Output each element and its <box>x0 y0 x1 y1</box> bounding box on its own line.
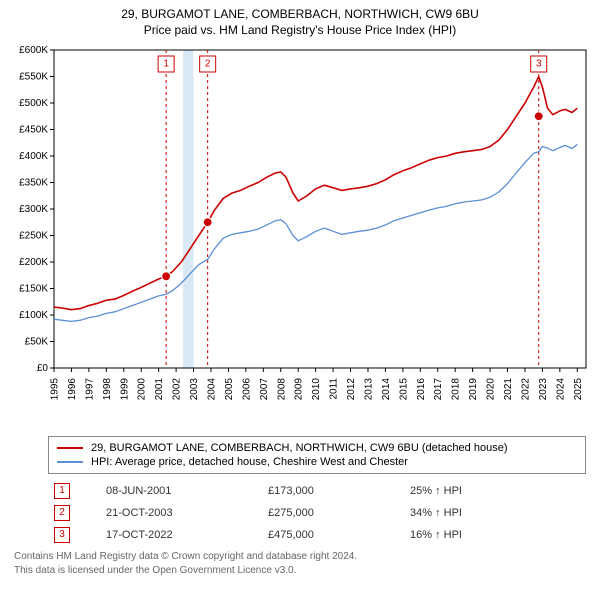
svg-text:1: 1 <box>163 59 169 70</box>
sale-marker-icon: 2 <box>54 505 70 521</box>
svg-text:2020: 2020 <box>486 378 497 401</box>
svg-text:2014: 2014 <box>381 378 392 401</box>
svg-text:2001: 2001 <box>154 378 165 401</box>
legend-row: HPI: Average price, detached house, Ches… <box>57 455 577 469</box>
table-row: 3 17-OCT-2022£475,00016% ↑ HPI <box>48 524 586 546</box>
svg-text:2012: 2012 <box>346 378 357 401</box>
chart-svg: £0 £50K £100K £150K £200K £250K £300K £350K £400… <box>0 38 600 428</box>
svg-text:1996: 1996 <box>67 378 78 401</box>
svg-text:2017: 2017 <box>433 378 444 401</box>
svg-text:2006: 2006 <box>241 378 252 401</box>
svg-text:1998: 1998 <box>102 378 113 401</box>
chart-titles: 29, BURGAMOT LANE, COMBERBACH, NORTHWICH… <box>0 0 600 38</box>
svg-text:2022: 2022 <box>520 378 531 401</box>
sale-price: £275,000 <box>262 502 404 524</box>
svg-text:2009: 2009 <box>294 378 305 401</box>
chart-container: { "titles": { "line1": "29, BURGAMOT LAN… <box>0 0 600 577</box>
svg-text:£600K: £600K <box>19 45 48 56</box>
footer-line: This data is licensed under the Open Gov… <box>14 564 586 578</box>
legend-label: 29, BURGAMOT LANE, COMBERBACH, NORTHWICH… <box>91 442 507 454</box>
table-row: 1 08-JUN-2001£173,00025% ↑ HPI <box>48 480 586 502</box>
sale-pct: 25% ↑ HPI <box>404 480 586 502</box>
svg-text:2023: 2023 <box>538 378 549 401</box>
svg-text:2: 2 <box>205 59 211 70</box>
title-subtitle: Price paid vs. HM Land Registry's House … <box>0 22 600 38</box>
svg-text:2003: 2003 <box>189 378 200 401</box>
svg-text:2013: 2013 <box>363 378 374 401</box>
svg-text:£150K: £150K <box>19 284 48 295</box>
svg-text:2000: 2000 <box>137 378 148 401</box>
sale-price: £173,000 <box>262 480 404 502</box>
svg-text:£50K: £50K <box>25 337 49 348</box>
svg-text:£200K: £200K <box>19 257 48 268</box>
svg-text:2025: 2025 <box>573 378 584 401</box>
sale-date: 08-JUN-2001 <box>100 480 262 502</box>
footer-attribution: Contains HM Land Registry data © Crown c… <box>14 550 586 577</box>
svg-text:£400K: £400K <box>19 151 48 162</box>
sale-price: £475,000 <box>262 524 404 546</box>
sales-table: 1 08-JUN-2001£173,00025% ↑ HPI 2 21-OCT-200… <box>48 480 586 546</box>
svg-text:2008: 2008 <box>276 378 287 401</box>
svg-text:1995: 1995 <box>50 378 61 401</box>
svg-text:2024: 2024 <box>555 378 566 401</box>
svg-text:£350K: £350K <box>19 178 48 189</box>
svg-text:1997: 1997 <box>84 378 95 401</box>
svg-text:1999: 1999 <box>119 378 130 401</box>
sale-marker-icon: 3 <box>54 527 70 543</box>
sale-marker-icon: 1 <box>54 483 70 499</box>
legend-swatch <box>57 447 83 449</box>
svg-text:£300K: £300K <box>19 204 48 215</box>
svg-text:£250K: £250K <box>19 231 48 242</box>
sale-pct: 34% ↑ HPI <box>404 502 586 524</box>
title-address: 29, BURGAMOT LANE, COMBERBACH, NORTHWICH… <box>0 6 600 22</box>
chart-plot: £0 £50K £100K £150K £200K £250K £300K £350K £400… <box>0 38 600 428</box>
svg-text:2019: 2019 <box>468 378 479 401</box>
table-row: 2 21-OCT-2003£275,00034% ↑ HPI <box>48 502 586 524</box>
legend-swatch <box>57 461 83 463</box>
svg-text:2002: 2002 <box>172 378 183 401</box>
svg-text:£450K: £450K <box>19 125 48 136</box>
svg-text:2016: 2016 <box>416 378 427 401</box>
sale-date: 21-OCT-2003 <box>100 502 262 524</box>
svg-text:2011: 2011 <box>329 378 340 400</box>
legend: 29, BURGAMOT LANE, COMBERBACH, NORTHWICH… <box>48 436 586 474</box>
svg-text:2005: 2005 <box>224 378 235 401</box>
svg-text:2007: 2007 <box>259 378 270 401</box>
svg-text:2015: 2015 <box>398 378 409 401</box>
legend-label: HPI: Average price, detached house, Ches… <box>91 456 408 468</box>
svg-text:£550K: £550K <box>19 72 48 83</box>
svg-text:3: 3 <box>536 59 542 70</box>
legend-row: 29, BURGAMOT LANE, COMBERBACH, NORTHWICH… <box>57 441 577 455</box>
svg-text:2010: 2010 <box>311 378 322 401</box>
svg-text:£0: £0 <box>37 363 49 374</box>
sale-pct: 16% ↑ HPI <box>404 524 586 546</box>
svg-text:2021: 2021 <box>503 378 514 401</box>
footer-line: Contains HM Land Registry data © Crown c… <box>14 550 586 564</box>
svg-text:£100K: £100K <box>19 310 48 321</box>
svg-text:2004: 2004 <box>206 378 217 401</box>
svg-text:2018: 2018 <box>451 378 462 401</box>
sale-date: 17-OCT-2022 <box>100 524 262 546</box>
svg-text:£500K: £500K <box>19 98 48 109</box>
